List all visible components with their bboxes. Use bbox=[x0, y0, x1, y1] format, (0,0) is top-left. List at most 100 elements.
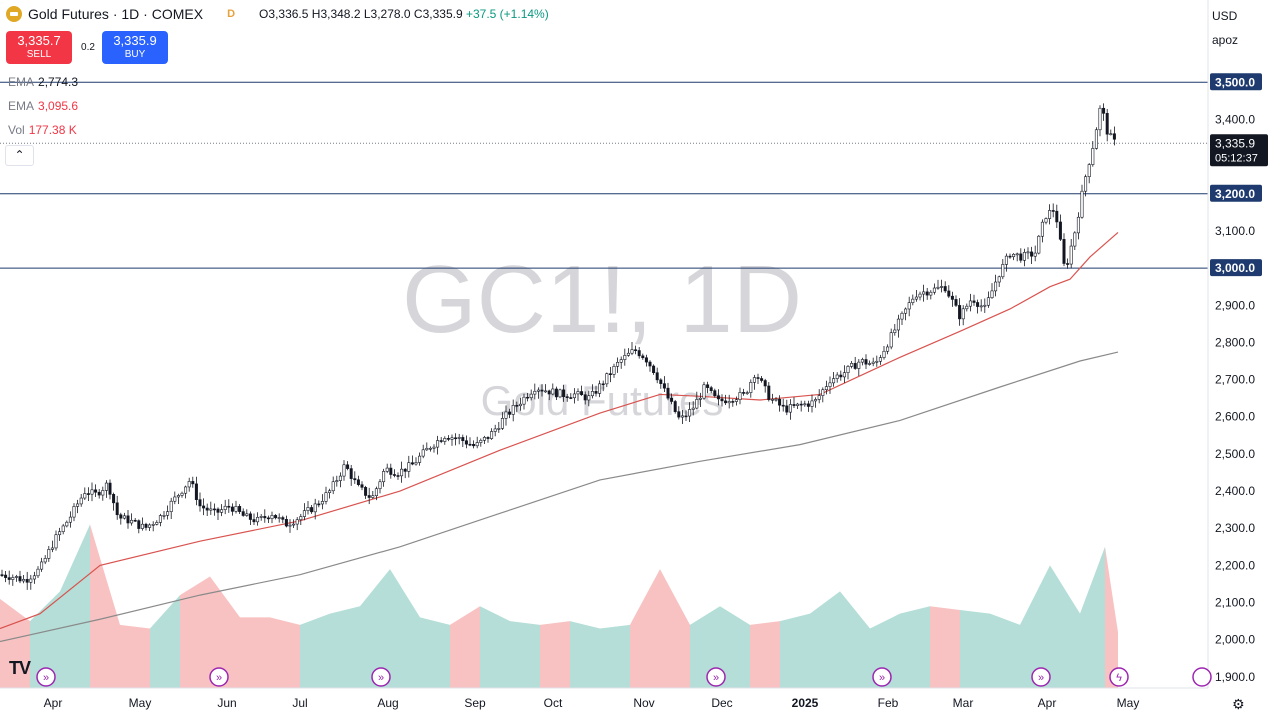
candle-body bbox=[418, 455, 422, 463]
low-value: 3,278.0 bbox=[370, 7, 411, 21]
y-tick-label: 2,400.0 bbox=[1215, 484, 1255, 498]
indicator-ema-fast[interactable]: EMA 3,095.6 bbox=[8, 99, 79, 113]
candle bbox=[162, 510, 166, 520]
candle bbox=[896, 314, 900, 338]
candle bbox=[284, 515, 288, 528]
candle bbox=[482, 435, 486, 445]
volume-bar bbox=[0, 598, 30, 700]
candle-body bbox=[248, 513, 252, 520]
candle-body bbox=[104, 482, 108, 491]
candle bbox=[889, 328, 893, 350]
candle bbox=[828, 376, 832, 394]
y-tick-label: 2,200.0 bbox=[1215, 558, 1255, 572]
candle-body bbox=[115, 502, 119, 516]
candle-body bbox=[58, 531, 62, 536]
candle bbox=[432, 444, 436, 453]
candle-body bbox=[50, 547, 54, 550]
candle bbox=[850, 361, 854, 369]
indicator-volume[interactable]: Vol 177.38 K bbox=[8, 123, 77, 137]
gold-logo-icon bbox=[6, 6, 22, 22]
candle bbox=[173, 491, 177, 505]
candle bbox=[965, 303, 969, 312]
candle-body bbox=[176, 495, 180, 498]
symbol-title[interactable]: Gold Futures · 1D · COMEX bbox=[28, 6, 204, 22]
candle bbox=[817, 389, 821, 404]
candle bbox=[79, 493, 83, 507]
candle-body bbox=[140, 523, 144, 529]
candle bbox=[666, 382, 670, 401]
candle bbox=[792, 397, 796, 408]
ohlc-values: O3,336.5 H3,348.2 L3,278.0 C3,335.9 +37.… bbox=[259, 7, 549, 21]
candle bbox=[612, 363, 616, 378]
sell-button[interactable]: 3,335.7 SELL bbox=[6, 31, 72, 64]
level-label: 3,000.0 bbox=[1215, 261, 1255, 275]
candle bbox=[522, 393, 526, 410]
candle bbox=[990, 283, 994, 299]
x-tick-label: Jul bbox=[292, 696, 307, 710]
candle-body bbox=[680, 415, 684, 418]
candle bbox=[86, 487, 90, 502]
candle bbox=[536, 387, 540, 399]
candle-body bbox=[410, 462, 414, 465]
candle-body bbox=[1102, 107, 1106, 114]
chevron-up-icon[interactable]: ⌃ bbox=[5, 145, 34, 166]
candle bbox=[421, 444, 425, 459]
tradingview-logo-icon: TV bbox=[9, 658, 31, 678]
indicator-ema-slow[interactable]: EMA 2,774.3 bbox=[8, 75, 79, 89]
candle bbox=[29, 574, 33, 590]
candle bbox=[508, 408, 512, 419]
candle-body bbox=[713, 390, 717, 397]
lightning-event-icon bbox=[1109, 667, 1129, 687]
candle-body bbox=[936, 286, 940, 289]
candle-body bbox=[389, 467, 393, 475]
candle-body bbox=[940, 286, 944, 288]
buy-button[interactable]: 3,335.9 BUY bbox=[102, 31, 168, 64]
candle-body bbox=[529, 393, 533, 398]
candle bbox=[410, 455, 414, 466]
candle bbox=[227, 499, 231, 513]
candle-body bbox=[1105, 113, 1109, 135]
candle-body bbox=[83, 493, 87, 499]
x-tick-label: Mar bbox=[953, 696, 974, 710]
candle bbox=[785, 399, 789, 416]
economic-event-glyph: » bbox=[879, 672, 885, 684]
candle bbox=[0, 569, 4, 577]
candle-body bbox=[943, 286, 947, 292]
candle bbox=[806, 400, 810, 412]
candle bbox=[1022, 248, 1026, 267]
candle bbox=[11, 574, 15, 586]
candle bbox=[18, 570, 22, 584]
candle-body bbox=[274, 515, 278, 519]
candle bbox=[223, 499, 227, 515]
candle-body bbox=[457, 437, 461, 439]
candle-body bbox=[979, 305, 983, 308]
candle bbox=[608, 367, 612, 383]
candle bbox=[457, 433, 461, 445]
candle bbox=[976, 299, 980, 314]
settings-gear-icon[interactable]: ⚙ bbox=[1232, 696, 1245, 712]
currency-selector[interactable]: USD bbox=[1212, 9, 1238, 23]
candle bbox=[1040, 219, 1044, 243]
candle bbox=[720, 394, 724, 407]
candle-body bbox=[1008, 255, 1012, 258]
y-tick-label: 2,300.0 bbox=[1215, 521, 1255, 535]
interval-badge[interactable]: D bbox=[227, 8, 236, 20]
candle-body bbox=[907, 302, 911, 310]
candle bbox=[929, 290, 933, 300]
candle bbox=[148, 523, 152, 532]
candle-body bbox=[968, 300, 972, 307]
candle-body bbox=[396, 475, 400, 477]
candle-body bbox=[14, 576, 18, 578]
candle bbox=[382, 468, 386, 487]
candle-body bbox=[122, 515, 126, 519]
scale-mode-selector[interactable]: apoz bbox=[1212, 33, 1239, 47]
candle-body bbox=[608, 373, 612, 375]
candle-body bbox=[767, 385, 771, 400]
candle bbox=[176, 493, 180, 504]
candle-body bbox=[472, 444, 476, 447]
candle bbox=[313, 498, 317, 520]
candle-body bbox=[464, 440, 468, 445]
candle-body bbox=[745, 392, 749, 394]
candle-body bbox=[659, 379, 663, 384]
